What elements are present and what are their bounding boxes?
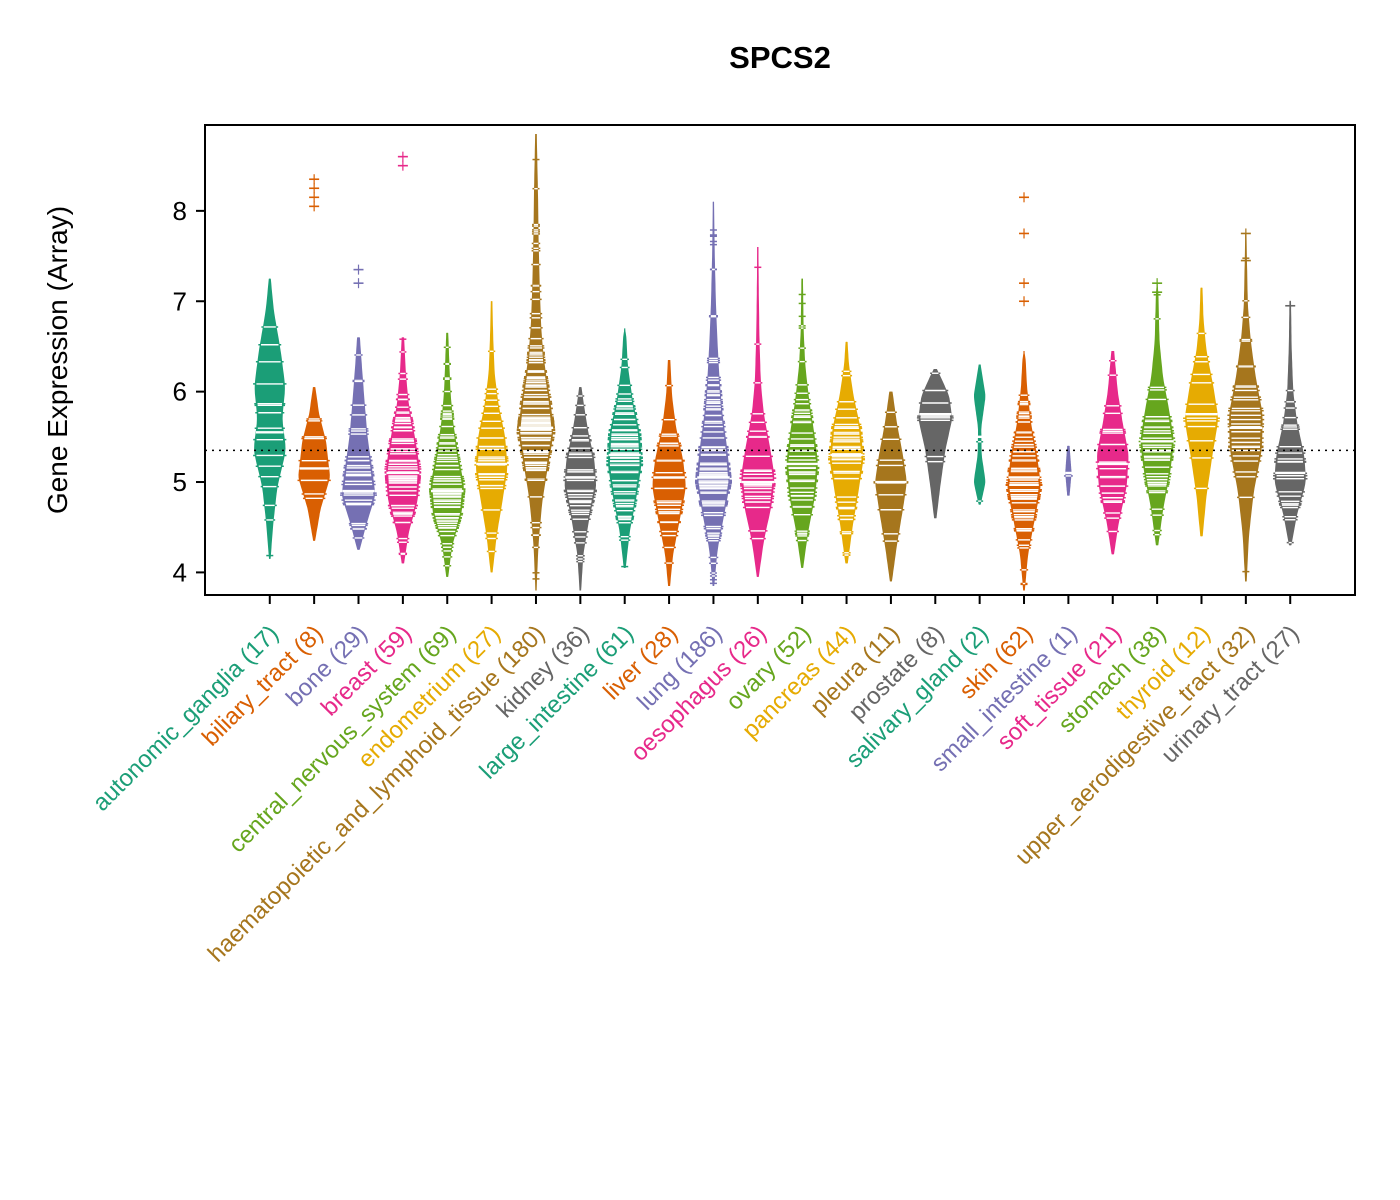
- violin-autonomic_ganglia: autonomic_ganglia (17): [88, 278, 287, 817]
- y-tick-label: 4: [173, 557, 187, 587]
- violin-body: [476, 301, 508, 573]
- violin-body: [786, 278, 818, 568]
- plot-border: [204, 124, 1356, 596]
- violin-body: [298, 387, 330, 541]
- violin-body: [342, 337, 375, 550]
- violin-body: [974, 364, 986, 505]
- violin-body: [564, 387, 596, 591]
- y-tick-label: 6: [173, 377, 187, 407]
- violin-body: [875, 391, 907, 582]
- y-axis: 4 5 6 7 8: [173, 196, 205, 587]
- violin-body: [1185, 287, 1218, 537]
- violin-body: [1140, 283, 1174, 546]
- chart-title: SPCS2: [729, 40, 831, 75]
- violins: autonomic_ganglia (17)biliary_tract (8)b…: [88, 134, 1308, 968]
- violin-body: [1097, 351, 1129, 555]
- violin-large_intestine: large_intestine (61): [475, 328, 644, 785]
- y-tick-label: 7: [173, 286, 187, 316]
- violin-body: [608, 328, 642, 568]
- x-label-autonomic_ganglia: autonomic_ganglia (17): [88, 620, 284, 816]
- violin-body: [918, 369, 952, 519]
- violin-body: [1229, 233, 1263, 582]
- y-tick-label: 8: [173, 196, 187, 226]
- y-tick-label: 5: [173, 467, 187, 497]
- violin-body: [741, 247, 775, 577]
- violin-body: [1274, 301, 1306, 546]
- violin-body: [1065, 445, 1072, 496]
- violin-body: [254, 278, 286, 559]
- violin-upper_aerodigestive_tract: upper_aerodigestive_tract (32): [1010, 228, 1265, 870]
